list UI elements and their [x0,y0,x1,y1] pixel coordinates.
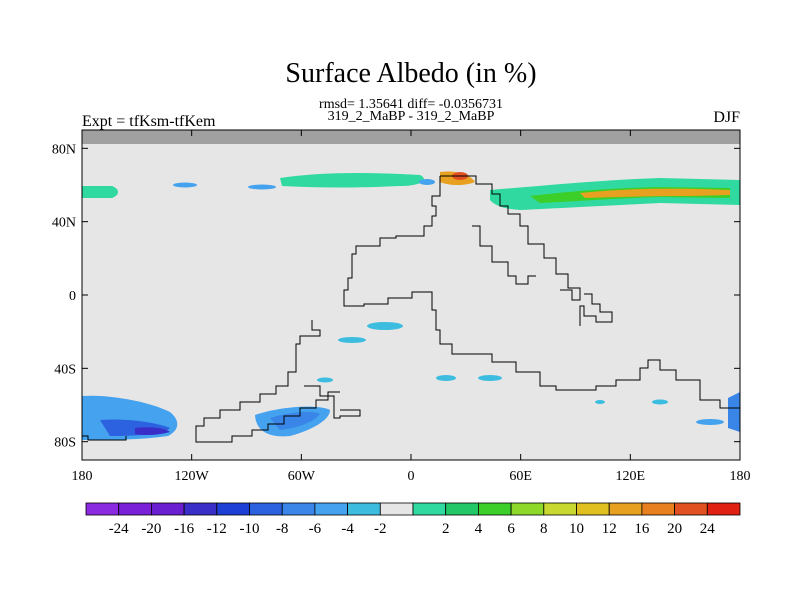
coastline-north [440,175,581,301]
lon-tick-label: 0 [408,469,415,484]
plot-title: Surface Albedo (in %) [285,58,536,89]
experiment-label: Expt = tfKsm-tfKem [82,113,216,130]
lat-tick-label: 40S [54,362,76,377]
shading-north-blue-2 [248,184,276,190]
lon-tick-label: 60E [509,469,532,484]
colorbar-swatch [249,502,283,516]
axis-ticks: 180 120W 60W 0 60E 120E 180 80N 40N 0 40S 80S [52,130,751,484]
colorbar-label: 4 [475,521,483,537]
colorbar-swatch [412,502,447,516]
shading-trop-2 [338,337,366,343]
colorbar-swatch [608,502,643,516]
lat-tick-label: 40N [52,216,76,231]
coastline-south [304,385,361,419]
colorbar: -24 -20 -16 -12 -10 -8 -6 -4 -2 2 4 6 8 10 12 16 20 24 [85,502,741,537]
colorbar-label: -8 [276,521,289,537]
coastline-west [195,320,340,443]
colorbar-label: 8 [540,521,548,537]
colorbar-swatch [85,502,120,516]
colorbar-label: -6 [309,521,322,537]
lat-tick-label: 0 [69,289,76,304]
shading-trop-4 [478,375,502,381]
colorbar-swatch [379,502,414,516]
colorbar-label: 2 [442,521,450,537]
shading-north-patch-mid [280,173,424,188]
shading-north-blue-3 [419,179,435,185]
colorbar-label: 16 [634,521,650,537]
shading-trop-3 [436,375,456,381]
lat-tick-label: 80N [52,142,76,157]
colorbar-label: -16 [174,521,194,537]
colorbar-label: 6 [507,521,515,537]
colorbar-label: -12 [207,521,227,537]
colorbar-swatch [314,502,348,516]
shading-trop-1 [367,322,403,330]
colorbar-label: -10 [240,521,260,537]
lat-tick-label: 80S [54,436,76,451]
colorbar-swatch [641,502,676,516]
season-label: DJF [713,109,740,126]
colorbar-swatch [510,502,545,516]
stats-line: rmsd= 1.35641 diff= -0.0356731 [319,97,503,112]
anomaly-shading [82,171,740,440]
colorbar-swatch [543,502,577,516]
colorbar-label: 24 [700,521,716,537]
missing-data-band [82,130,740,144]
coastline-india [579,293,613,326]
shading-north-patch-left [82,186,118,198]
coastline-main [343,176,740,409]
shading-north-blue-1 [173,182,197,188]
shading-south-dot-1 [652,399,668,405]
lon-tick-label: 180 [72,469,93,484]
colorbar-label: -24 [109,521,129,537]
coastlines [82,175,740,443]
shading-south-edge [728,392,740,432]
colorbar-label: 20 [667,521,682,537]
coastline-southwest [82,435,127,441]
colorbar-label: 12 [602,521,617,537]
lon-tick-label: 180 [730,469,751,484]
colorbar-label: 10 [569,521,584,537]
shading-south-mid-inner [270,411,320,430]
colorbar-swatch [183,502,218,516]
coastline-inner [472,225,536,285]
shading-north-band-core [580,188,730,198]
lon-tick-label: 60W [288,469,316,484]
colorbar-swatch [706,502,741,516]
map-panel: 180 120W 60W 0 60E 120E 180 80N 40N 0 40S 80S [52,129,751,484]
colorbar-swatch [216,502,250,516]
colorbar-label: -4 [341,521,354,537]
colorbar-swatch [445,502,479,516]
colorbar-swatch [118,502,152,516]
shading-south-right [696,419,724,425]
colorbar-swatch [150,502,185,516]
colorbar-label: -20 [141,521,161,537]
lon-tick-label: 120W [175,469,210,484]
colorbar-swatch [674,502,708,516]
colorbar-swatch [347,502,381,516]
colorbar-swatch [281,502,316,516]
shading-south-dot-2 [595,400,605,404]
colorbar-label: -2 [374,521,387,537]
lon-tick-label: 120E [616,469,646,484]
colorbar-swatch [477,502,512,516]
shading-south-left-core [135,427,170,436]
colorbar-swatch [576,502,610,516]
case-line: 319_2_MaBP - 319_2_MaBP [328,109,495,124]
shading-trop-5 [317,377,333,383]
